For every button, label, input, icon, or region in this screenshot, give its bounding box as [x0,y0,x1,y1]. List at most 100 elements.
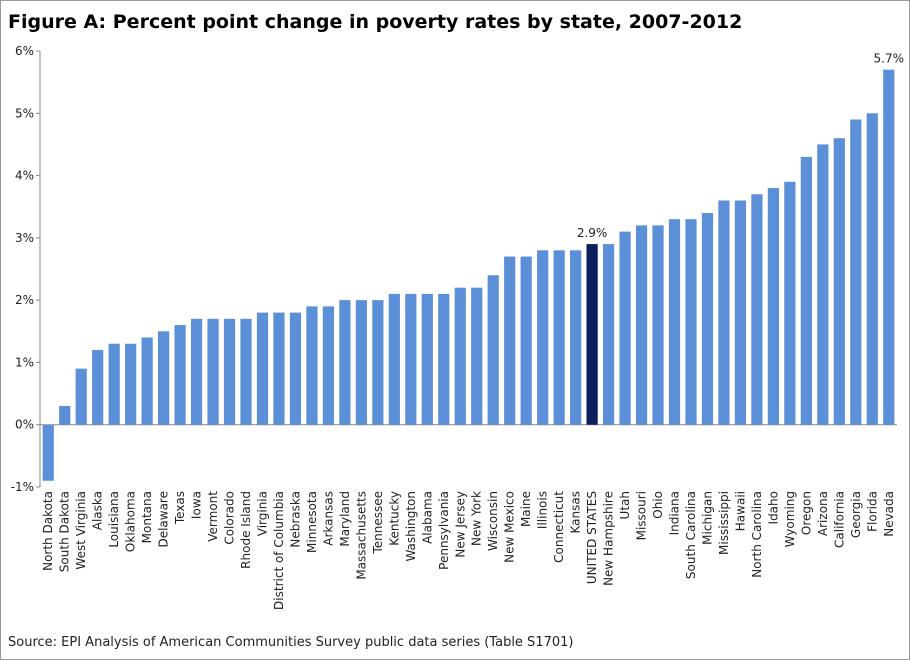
x-tick-label: Texas [173,491,187,525]
bar [190,318,203,425]
bar [454,287,466,425]
bar [520,256,532,425]
x-tick-label: California [832,491,846,548]
y-tick-label: 2% [15,293,34,307]
bar [322,306,335,425]
x-tick-label: Vermont [206,491,220,542]
bar [438,293,450,425]
x-tick-label: Missouri [635,491,649,540]
y-tick-label: 6% [15,44,34,58]
bar [471,287,483,425]
bar [817,144,829,425]
data-label: 2.9% [577,226,608,240]
x-tick-label: South Dakota [58,491,72,572]
x-tick-label: Idaho [766,491,780,524]
x-tick-label: District of Columbia [272,491,286,610]
bar [668,219,681,425]
bar [256,312,269,425]
bar [355,300,367,425]
bar [570,250,582,425]
bar [734,200,747,425]
x-tick-label: Kansas [569,491,583,533]
x-tick-label: Nevada [882,491,896,537]
bar [42,424,54,481]
bar [487,275,499,425]
bar [685,219,697,425]
x-tick-label: UNITED STATES [585,491,599,584]
bar [635,225,648,425]
x-tick-label: Rhode Island [239,491,253,569]
y-tick-label: -1% [11,480,34,494]
x-tick-label: Delaware [157,491,171,548]
bar [388,293,400,425]
bar [240,318,252,425]
x-tick-label: Nebraska [288,491,302,548]
bar [223,318,236,425]
bar [421,293,433,425]
bar [767,188,779,425]
x-tick-label: North Dakota [41,491,55,571]
x-tick-label: South Carolina [684,491,698,579]
bar [652,225,664,425]
x-tick-label: Colorado [223,491,237,545]
x-tick-label: Iowa [190,491,204,519]
bar [718,200,730,425]
x-tick-label: Tennessee [371,491,385,555]
x-tick-label: Indiana [668,491,682,535]
x-tick-label: Minnesota [305,491,319,553]
x-tick-label: Montana [140,491,154,543]
bar [833,138,845,425]
x-tick-label: Louisiana [107,491,121,548]
bar [784,181,796,425]
x-tick-label: Maryland [338,491,352,547]
bar [273,312,285,425]
x-tick-label: Illinois [536,491,550,529]
x-tick-label: New Hampshire [602,491,616,586]
bar [405,293,417,425]
bar [174,325,186,425]
bar [602,244,615,425]
bar [751,194,763,425]
bar [207,318,219,425]
bar [800,156,812,425]
bar [866,113,878,425]
bar [141,337,153,425]
x-tick-label: Kentucky [387,491,401,546]
x-tick-label: New Jersey [453,491,467,558]
x-tick-label: Oregon [799,491,813,535]
x-tick-label: Alaska [91,491,105,530]
bar [125,343,137,425]
x-tick-label: Oklahoma [124,491,138,552]
source-note: Source: EPI Analysis of American Communi… [8,635,573,650]
bar [850,119,862,425]
y-tick-label: 3% [15,231,34,245]
x-tick-label: Arizona [816,491,830,536]
x-tick-label: Florida [865,491,879,532]
y-tick-label: 5% [15,106,34,120]
x-tick-label: Georgia [849,491,863,538]
bar [537,250,549,425]
y-tick-label: 4% [15,169,34,183]
x-tick-label: Mississippi [717,491,731,555]
x-tick-label: Hawaii [733,491,747,531]
x-tick-label: Alabama [420,491,434,544]
bar [92,349,104,425]
x-tick-label: Virginia [255,491,269,536]
x-tick-label: Utah [618,491,632,519]
bar [306,306,318,425]
x-tick-label: North Carolina [750,491,764,578]
x-tick-label: New York [470,491,484,546]
chart-title: Figure A: Percent point change in povert… [8,11,742,33]
x-tick-label: Wisconsin [486,491,500,551]
x-tick-label: Massachusetts [354,491,368,580]
x-tick-label: Ohio [651,491,665,519]
bar [553,250,565,425]
bar [289,312,302,425]
x-tick-label: West Virginia [74,491,88,570]
data-label: 5.7% [874,52,905,66]
bar [701,212,714,425]
x-tick-label: Michigan [700,491,714,545]
bar [75,368,87,425]
